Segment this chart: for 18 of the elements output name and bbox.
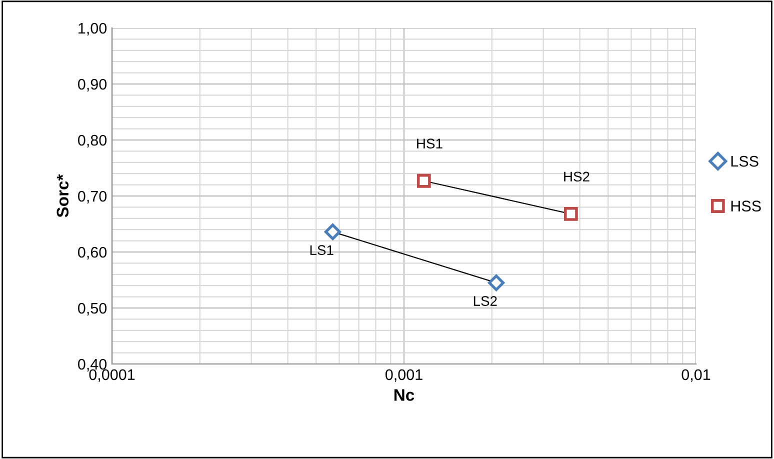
x-axis-title: Nc	[394, 389, 414, 401]
y-tick-label: 0,70	[78, 190, 107, 204]
y-tick-label: 0,50	[78, 302, 107, 316]
y-axis-title: Sorc*	[56, 174, 69, 218]
y-tick-label: 0,40	[78, 358, 107, 372]
y-tick-label: 0,90	[78, 78, 107, 92]
annotation: LS1	[310, 245, 334, 256]
annotation: LS2	[474, 296, 497, 306]
y-tick-label: 0,80	[78, 134, 107, 148]
y-tick-label: 0,60	[78, 246, 107, 260]
legend-label: HSS	[731, 200, 761, 212]
x-tick-label: 0,0001	[89, 369, 135, 382]
y-tick-label: 1,00	[78, 22, 107, 36]
annotation: HS1	[417, 138, 442, 148]
x-tick-label: 0,001	[385, 369, 422, 382]
x-tick-label: 0,01	[682, 369, 710, 382]
annotation: HS2	[564, 172, 590, 182]
legend-label: LSS	[731, 156, 758, 167]
